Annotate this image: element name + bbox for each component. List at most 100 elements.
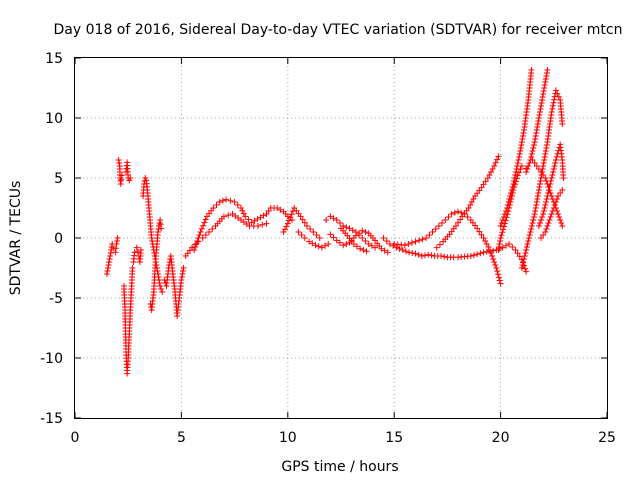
data-point-marker <box>412 250 419 257</box>
data-point-marker <box>547 214 554 220</box>
data-point-marker <box>530 145 537 151</box>
data-point-marker <box>156 220 163 226</box>
data-point-marker <box>533 127 540 133</box>
data-point-marker <box>542 229 549 235</box>
data-point-marker <box>157 221 164 228</box>
data-point-marker <box>536 181 543 187</box>
data-point-marker <box>555 211 562 217</box>
data-point-marker <box>297 213 304 220</box>
data-point-marker <box>483 248 490 255</box>
data-point-marker <box>497 238 504 244</box>
data-point-marker <box>380 235 387 241</box>
data-point-marker <box>507 190 514 196</box>
data-point-marker <box>514 160 521 166</box>
data-point-marker <box>541 205 548 211</box>
data-point-marker <box>543 142 550 148</box>
data-point-marker <box>201 219 208 226</box>
data-point-marker <box>523 247 530 253</box>
data-point-marker <box>442 217 449 223</box>
data-point-marker <box>428 252 435 259</box>
data-point-marker <box>534 124 541 130</box>
data-point-marker <box>501 211 508 217</box>
data-point-marker <box>520 130 527 136</box>
data-point-marker <box>359 227 366 234</box>
data-point-marker <box>510 181 517 187</box>
series-tracks-afternoon <box>380 153 530 287</box>
data-point-marker <box>549 172 556 178</box>
data-point-marker <box>200 222 207 229</box>
data-point-marker <box>541 85 548 91</box>
data-point-marker <box>441 253 448 260</box>
data-point-marker <box>540 163 547 169</box>
data-point-marker <box>439 220 446 226</box>
data-point-marker <box>537 106 544 112</box>
data-point-marker <box>362 238 369 244</box>
x-tick-label: 20 <box>492 430 510 446</box>
data-point-marker <box>474 225 481 232</box>
data-point-marker <box>528 226 535 232</box>
data-point-marker <box>511 178 518 184</box>
data-point-marker <box>213 202 220 208</box>
data-point-marker <box>219 197 226 204</box>
data-point-marker <box>458 209 465 216</box>
data-point-marker <box>327 213 334 220</box>
data-point-marker <box>542 199 549 205</box>
data-point-marker <box>512 247 519 253</box>
data-point-marker <box>543 73 550 79</box>
data-point-marker <box>179 271 186 277</box>
data-point-marker <box>451 209 458 216</box>
data-point-marker <box>333 217 340 223</box>
data-point-marker <box>412 238 419 245</box>
data-point-marker <box>508 187 515 193</box>
data-point-marker <box>158 225 165 232</box>
data-point-marker <box>196 232 203 238</box>
data-point-marker <box>552 160 559 166</box>
data-point-marker <box>501 220 508 227</box>
data-point-marker <box>516 154 523 160</box>
data-point-marker <box>343 241 350 247</box>
data-point-marker <box>495 271 502 278</box>
data-point-marker <box>547 181 554 187</box>
data-point-marker <box>525 163 532 169</box>
data-point-marker <box>405 241 412 247</box>
data-point-marker <box>239 207 246 214</box>
data-point-marker <box>393 244 400 251</box>
data-point-marker <box>402 248 409 255</box>
data-point-marker <box>306 238 313 245</box>
data-point-marker <box>541 154 548 160</box>
data-point-marker <box>532 136 539 142</box>
data-point-marker <box>519 133 526 139</box>
data-point-marker <box>540 91 547 97</box>
data-point-marker <box>396 245 403 252</box>
data-point-marker <box>422 252 429 259</box>
data-point-marker <box>315 243 322 250</box>
data-point-marker <box>497 280 504 287</box>
data-point-marker <box>548 211 555 217</box>
data-point-marker <box>368 242 375 249</box>
data-point-marker <box>336 220 343 226</box>
data-point-marker <box>464 214 471 220</box>
y-tick-label: 10 <box>45 111 63 127</box>
data-point-marker <box>506 196 513 202</box>
data-point-marker <box>318 244 325 251</box>
data-point-marker <box>486 248 493 255</box>
data-point-marker <box>425 251 432 258</box>
data-point-marker <box>511 175 518 181</box>
data-point-marker <box>539 94 546 100</box>
data-point-marker <box>178 277 185 283</box>
data-point-marker <box>540 208 547 214</box>
data-point-marker <box>535 223 542 229</box>
data-point-marker <box>313 232 320 238</box>
data-point-marker <box>107 253 114 259</box>
data-point-marker <box>240 210 247 217</box>
data-point-marker <box>534 196 541 202</box>
data-point-marker <box>457 216 464 223</box>
data-point-marker <box>149 238 156 244</box>
data-point-marker <box>435 223 442 229</box>
series-tracks-evening <box>497 67 567 271</box>
data-point-marker <box>549 208 556 214</box>
data-point-marker <box>118 176 125 183</box>
data-point-marker <box>237 205 244 211</box>
data-point-marker <box>478 231 485 238</box>
